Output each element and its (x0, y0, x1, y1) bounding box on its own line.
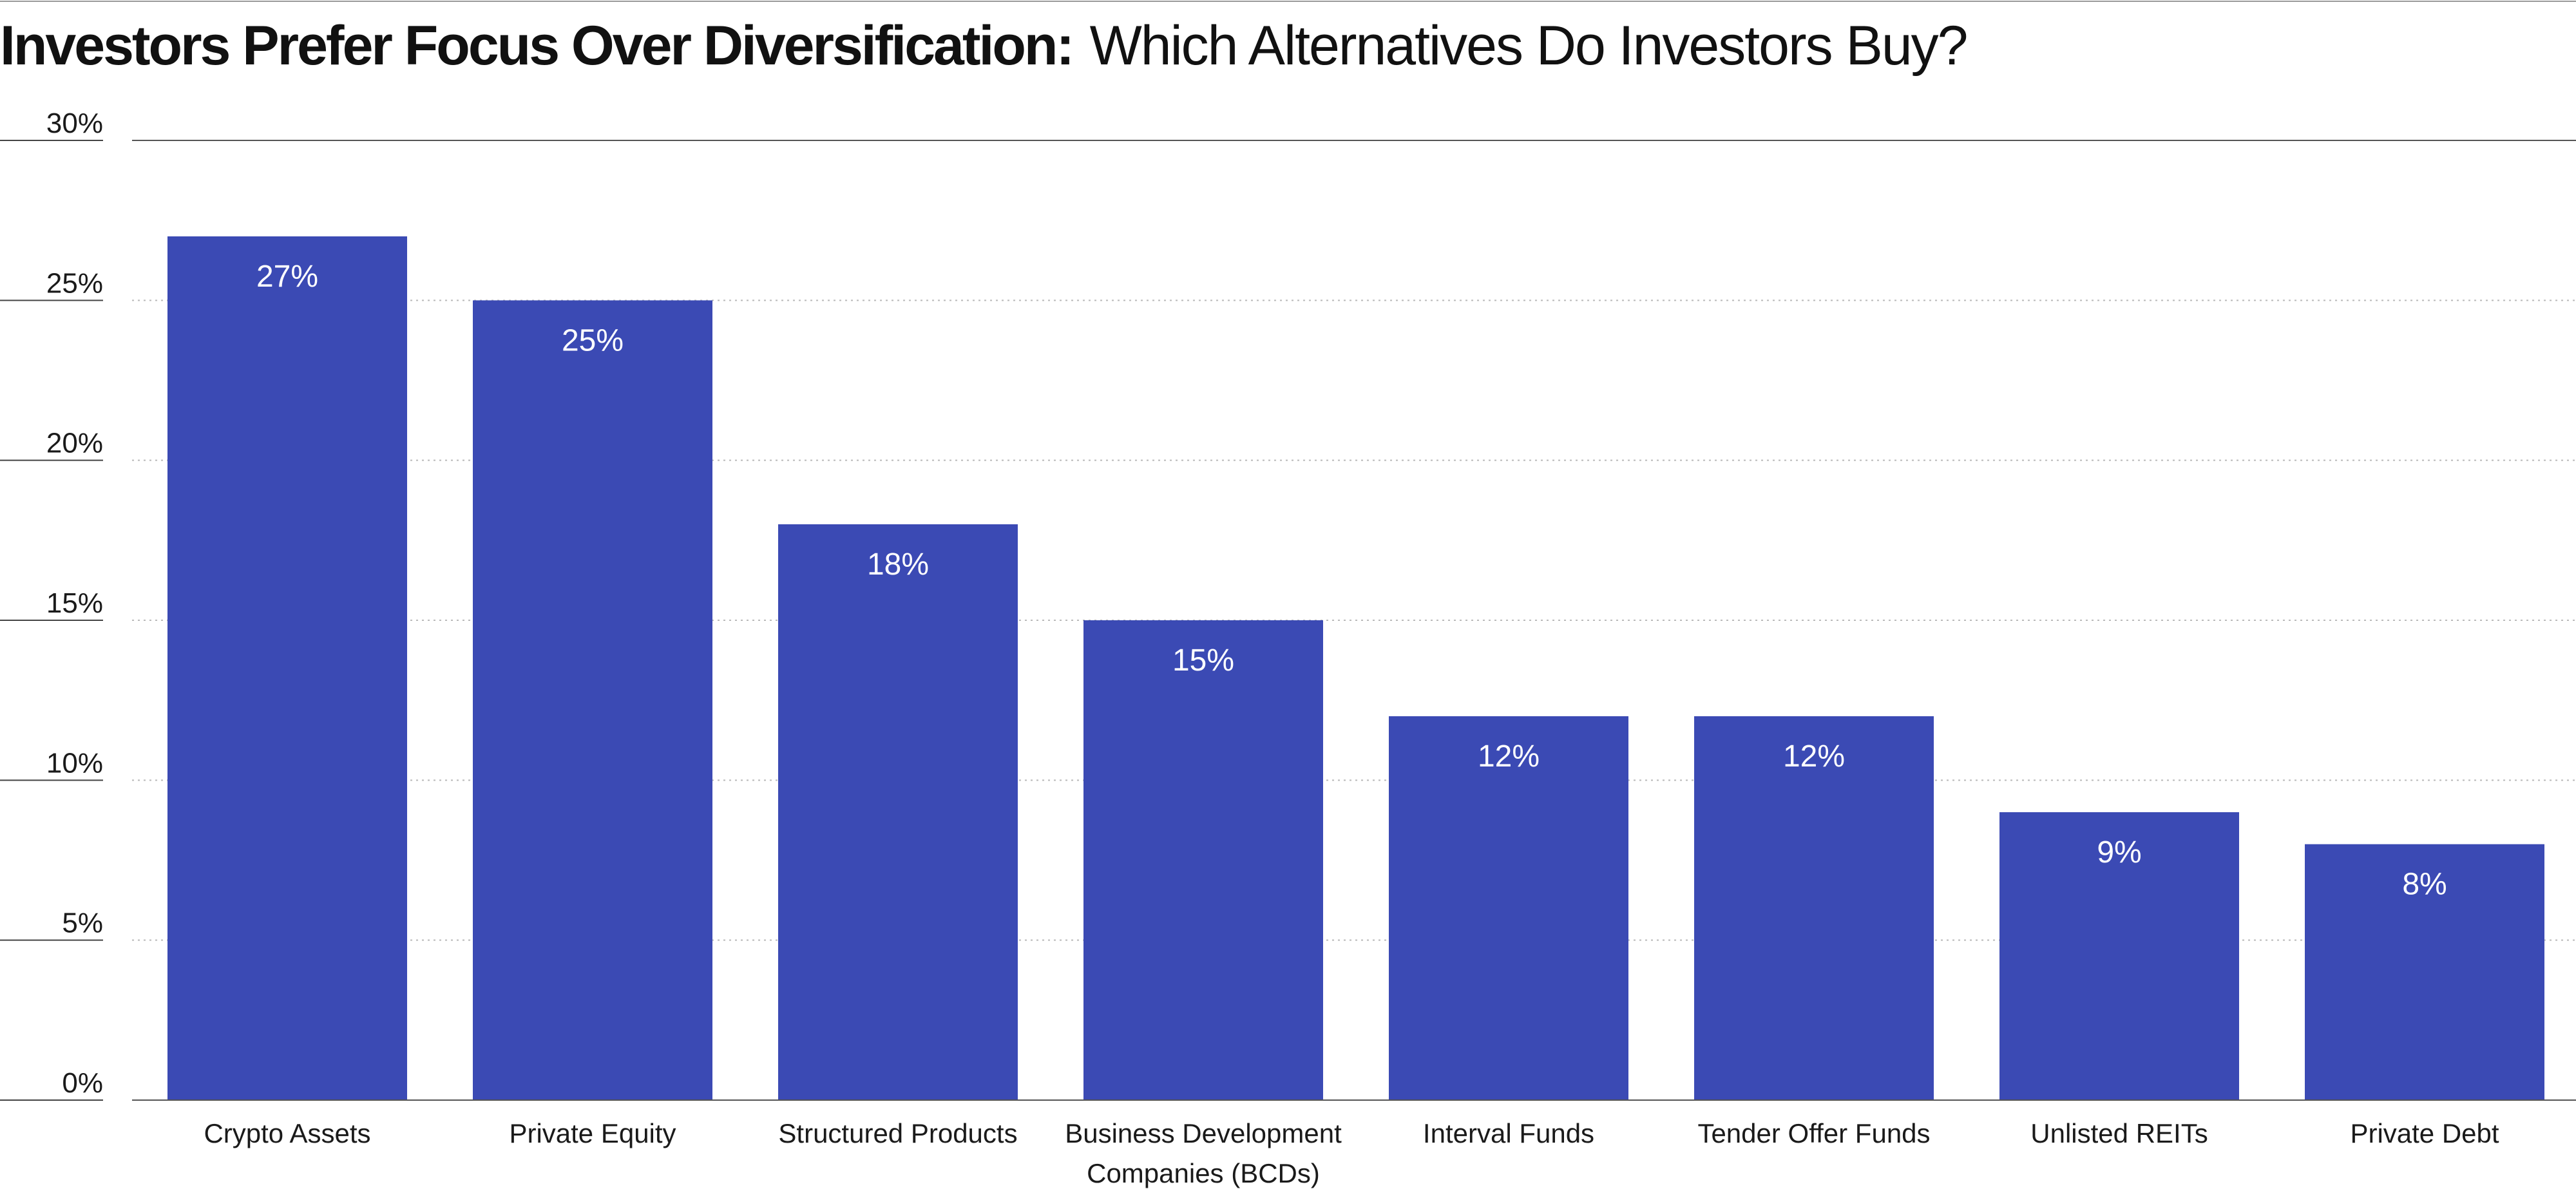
bar-value-label: 9% (2097, 835, 2141, 870)
bar-value-label: 18% (867, 547, 929, 582)
y-tick-label: 15% (46, 587, 103, 619)
bar-value-label: 8% (2402, 868, 2447, 902)
x-category-label: Crypto Assets (204, 1118, 370, 1148)
chart-title-light: Which Alternatives Do Investors Buy? (1090, 15, 1967, 77)
bar (1694, 716, 1934, 1100)
bar (2305, 844, 2544, 1100)
y-tick-label: 5% (62, 908, 103, 939)
bar (1999, 812, 2239, 1100)
x-category-label: Private Debt (2350, 1118, 2499, 1148)
y-tick-label: 30% (46, 108, 103, 139)
y-tick-label: 20% (46, 428, 103, 459)
bar (1083, 620, 1323, 1100)
y-axis: 0% 5% 10% 15% 20% 25% 30% (0, 108, 103, 1101)
bar (778, 524, 1018, 1100)
bar-value-label: 25% (562, 323, 624, 357)
y-tick-label: 0% (62, 1067, 103, 1099)
x-axis: Crypto Assets Private Equity Structured Pr… (204, 1118, 2499, 1188)
bar-value-label: 15% (1172, 643, 1234, 678)
chart-title-bold: Investors Prefer Focus Over Diversificat… (0, 15, 1073, 77)
bar (1389, 716, 1628, 1100)
chart-title: Investors Prefer Focus Over Diversificat… (0, 15, 1967, 77)
bar (473, 300, 712, 1100)
x-category-label: Business Development Companies (BCDs) (1065, 1118, 1342, 1188)
bar-value-label: 12% (1478, 739, 1540, 774)
x-category-label: Tender Offer Funds (1697, 1118, 1930, 1148)
bar (167, 236, 407, 1100)
data-labels: 27% 25% 18% 15% 12% 12% 9% 8% (256, 260, 2447, 902)
bar-value-label: 12% (1783, 739, 1845, 774)
y-tick-label: 10% (46, 747, 103, 779)
x-category-label: Structured Products (778, 1118, 1017, 1148)
bar-value-label: 27% (256, 260, 318, 294)
bars (167, 236, 2544, 1100)
x-category-label: Private Equity (509, 1118, 676, 1148)
y-tick-label: 25% (46, 267, 103, 299)
x-category-label: Unlisted REITs (2030, 1118, 2208, 1148)
x-category-label: Interval Funds (1423, 1118, 1594, 1148)
